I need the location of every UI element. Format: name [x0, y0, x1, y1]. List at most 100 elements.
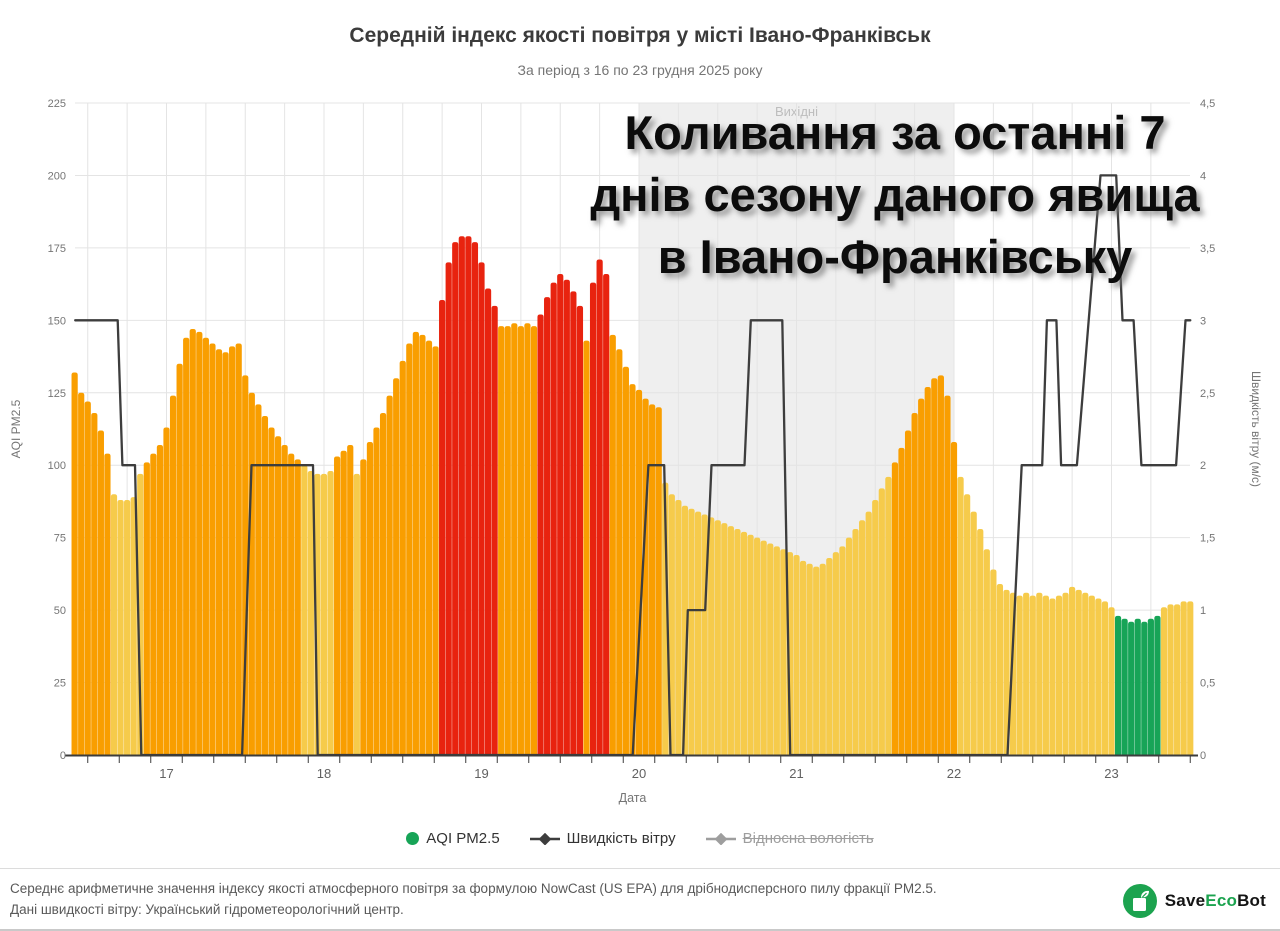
- aqi-bar: [1023, 592, 1030, 755]
- aqi-bar: [261, 415, 269, 755]
- aqi-bar: [675, 499, 682, 755]
- legend-item-wind[interactable]: Швидкість вітру: [529, 830, 676, 847]
- aqi-bar: [688, 508, 695, 755]
- aqi-bar: [393, 378, 400, 755]
- aqi-bar: [104, 453, 111, 755]
- y-left-tick-label: 150: [48, 315, 66, 327]
- aqi-bar: [603, 273, 610, 755]
- aqi-bar: [156, 444, 164, 755]
- aqi-bar: [235, 343, 242, 755]
- aqi-bar: [498, 326, 505, 755]
- aqi-bar: [91, 413, 98, 755]
- aqi-bar: [865, 511, 872, 755]
- aqi-bar: [255, 404, 262, 755]
- y-left-tick-label: 225: [48, 98, 66, 110]
- aqi-bar: [432, 346, 439, 755]
- y-right-axis-title: Швидкість вітру (м/с): [1249, 371, 1263, 487]
- legend-item-humidity[interactable]: Відносна вологість: [705, 830, 874, 847]
- aqi-bar: [1029, 595, 1036, 755]
- x-axis: 17 18 19 20 21 22 23 Дата: [65, 754, 1198, 805]
- aqi-bar: [439, 300, 446, 755]
- y-left-tick-label: 100: [48, 460, 66, 472]
- aqi-bar: [530, 326, 538, 755]
- aqi-bar: [471, 242, 479, 756]
- aqi-bar: [747, 534, 754, 755]
- aqi-bar: [721, 523, 728, 755]
- aqi-bar: [872, 499, 879, 755]
- y-left-tick-label: 125: [48, 388, 66, 400]
- aqi-bar: [852, 528, 859, 755]
- footer-note-method: Середнє арифметичне значення індексу яко…: [10, 881, 937, 896]
- aqi-bar: [1174, 604, 1181, 755]
- aqi-bar: [576, 305, 584, 755]
- aqi-bar: [708, 517, 715, 755]
- legend-label-aqi: AQI PM2.5: [426, 830, 500, 847]
- aqi-bar: [563, 279, 570, 755]
- aqi-bar: [452, 242, 459, 756]
- aqi-bar: [622, 366, 629, 755]
- aqi-bar: [117, 499, 124, 755]
- aqi-bar: [1036, 592, 1043, 755]
- aqi-bar: [399, 360, 406, 755]
- aqi-bar: [878, 488, 885, 755]
- aqi-bar: [274, 436, 282, 755]
- aqi-bar: [353, 473, 360, 755]
- y-left-tick-label: 25: [54, 678, 66, 690]
- aqi-bar: [176, 363, 183, 755]
- aqi-bar: [557, 273, 564, 755]
- aqi-bar: [891, 462, 899, 755]
- aqi-bar: [537, 314, 544, 755]
- aqi-bar: [944, 395, 951, 755]
- aqi-bar: [550, 282, 557, 755]
- aqi-bar: [655, 407, 662, 755]
- aqi-bar: [484, 288, 492, 755]
- aqi-bar: [215, 349, 223, 755]
- aqi-bar: [754, 537, 761, 755]
- aqi-bar: [826, 557, 833, 755]
- x-tick-label: 18: [317, 766, 331, 781]
- aqi-bar: [386, 395, 393, 755]
- saveecobot-logo: SaveEcoBot: [1122, 883, 1266, 919]
- y-axes: 0 25 50 75 100 125 150 175 200 225 0 0,5 1 1,5 2 2,5 3 3,…: [9, 98, 1263, 762]
- legend-label-humidity: Відносна вологість: [742, 830, 874, 847]
- aqi-bar: [84, 401, 91, 755]
- aqi-bar: [110, 494, 118, 755]
- y-right-tick-label: 1: [1200, 605, 1206, 617]
- aqi-bar: [412, 331, 419, 755]
- aqi-bar: [294, 459, 301, 755]
- aqi-bar: [288, 453, 295, 755]
- aqi-bar: [616, 349, 623, 755]
- aqi-bar: [347, 444, 354, 755]
- y-right-tick-label: 0,5: [1200, 678, 1215, 690]
- aqi-bar: [1128, 621, 1135, 755]
- aqi-bar: [1042, 595, 1049, 755]
- aqi-bar: [511, 323, 518, 755]
- aqi-bar: [445, 262, 452, 755]
- aqi-bar: [1055, 595, 1063, 755]
- aqi-bar: [281, 444, 288, 755]
- aqi-bar: [320, 473, 328, 755]
- aqi-bar: [130, 497, 137, 755]
- aqi-bar: [1069, 586, 1076, 755]
- x-tick-label: 22: [947, 766, 961, 781]
- aqi-bar: [924, 386, 931, 755]
- aqi-bar: [970, 511, 977, 755]
- y-right-tick-label: 2: [1200, 460, 1206, 472]
- aqi-bar: [419, 334, 426, 755]
- aqi-bar: [740, 531, 748, 755]
- aqi-bar: [425, 340, 433, 755]
- aqi-bar: [1016, 595, 1023, 755]
- chart-subtitle: За період з 16 по 23 грудня 2025 року: [517, 62, 763, 78]
- aqi-bar: [360, 459, 367, 755]
- aqi-bar: [977, 528, 984, 755]
- legend-item-aqi[interactable]: AQI PM2.5: [406, 830, 500, 847]
- aqi-legend-dot-icon: [406, 832, 420, 845]
- aqi-bar: [373, 427, 380, 755]
- aqi-bar: [366, 442, 374, 755]
- aqi-bar: [1154, 615, 1161, 755]
- aqi-bar: [491, 305, 498, 755]
- aqi-bar: [806, 563, 813, 755]
- aqi-bar: [609, 334, 616, 755]
- y-right-tick-label: 0: [1200, 750, 1206, 762]
- aqi-bar: [681, 505, 689, 755]
